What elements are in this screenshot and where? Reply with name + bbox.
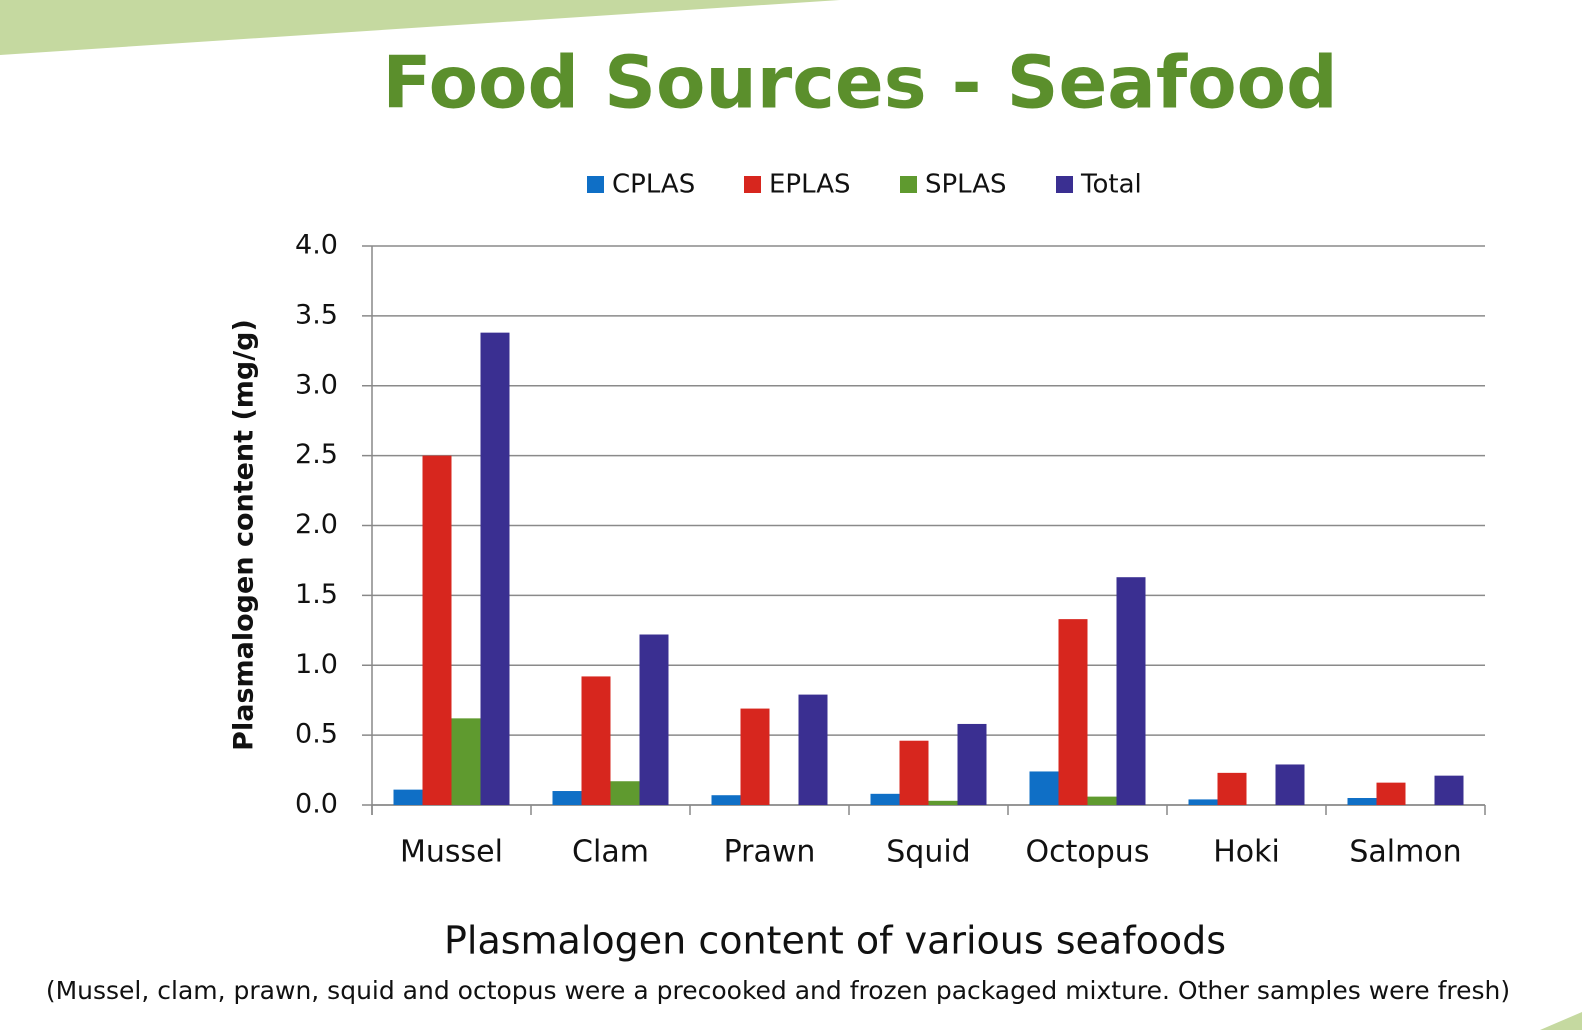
decoration xyxy=(1540,1012,1582,1030)
y-tick-label: 0.0 xyxy=(295,789,338,820)
bar xyxy=(451,718,481,805)
chart-title: Food Sources - Seafood xyxy=(382,41,1337,125)
bar xyxy=(711,795,741,805)
y-axis-title: Plasmalogen content (mg/g) xyxy=(229,319,260,751)
legend-label: EPLAS xyxy=(769,170,850,200)
bar xyxy=(1376,782,1406,805)
x-axis-title: Plasmalogen content of various seafoods xyxy=(444,919,1226,963)
y-tick-label: 2.5 xyxy=(295,439,338,470)
bar xyxy=(1058,619,1088,805)
x-tick-label: Prawn xyxy=(724,835,816,870)
x-tick-label: Mussel xyxy=(400,835,503,870)
y-tick-label: 0.5 xyxy=(295,719,338,750)
bar xyxy=(899,740,929,805)
footnote: (Mussel, clam, prawn, squid and octopus … xyxy=(46,976,1510,1005)
bar xyxy=(1188,799,1218,805)
bar xyxy=(1275,764,1305,805)
legend-label: SPLAS xyxy=(925,170,1007,200)
bar xyxy=(639,634,669,805)
bar xyxy=(1029,771,1059,805)
y-tick-label: 2.0 xyxy=(295,509,338,540)
bar xyxy=(1217,772,1247,805)
bar xyxy=(422,455,452,805)
legend-swatch xyxy=(587,176,604,193)
legend-label: Total xyxy=(1080,170,1142,200)
bar xyxy=(740,708,770,805)
bar xyxy=(1116,577,1146,805)
y-tick-label: 1.0 xyxy=(295,649,338,680)
legend-swatch xyxy=(1056,176,1073,193)
bar xyxy=(552,791,582,805)
x-tick-label: Octopus xyxy=(1026,835,1150,870)
bar xyxy=(798,694,828,805)
bar xyxy=(957,723,987,805)
bar xyxy=(1347,798,1377,805)
bar xyxy=(928,800,958,805)
y-tick-label: 3.0 xyxy=(295,369,338,400)
bar xyxy=(393,789,423,805)
legend-label: CPLAS xyxy=(612,170,695,200)
bar xyxy=(1434,775,1464,805)
bar xyxy=(480,332,510,805)
decoration xyxy=(0,0,840,55)
bar xyxy=(1087,796,1117,805)
legend-swatch xyxy=(900,176,917,193)
y-tick-label: 4.0 xyxy=(295,230,338,261)
x-tick-label: Salmon xyxy=(1349,835,1461,870)
legend-swatch xyxy=(744,176,761,193)
bar xyxy=(610,781,640,805)
x-tick-label: Squid xyxy=(886,835,970,870)
y-tick-label: 1.5 xyxy=(295,579,338,610)
x-tick-label: Clam xyxy=(572,835,649,870)
bar xyxy=(581,676,611,805)
x-tick-label: Hoki xyxy=(1213,835,1280,870)
bar xyxy=(870,793,900,805)
y-tick-label: 3.5 xyxy=(295,299,338,330)
